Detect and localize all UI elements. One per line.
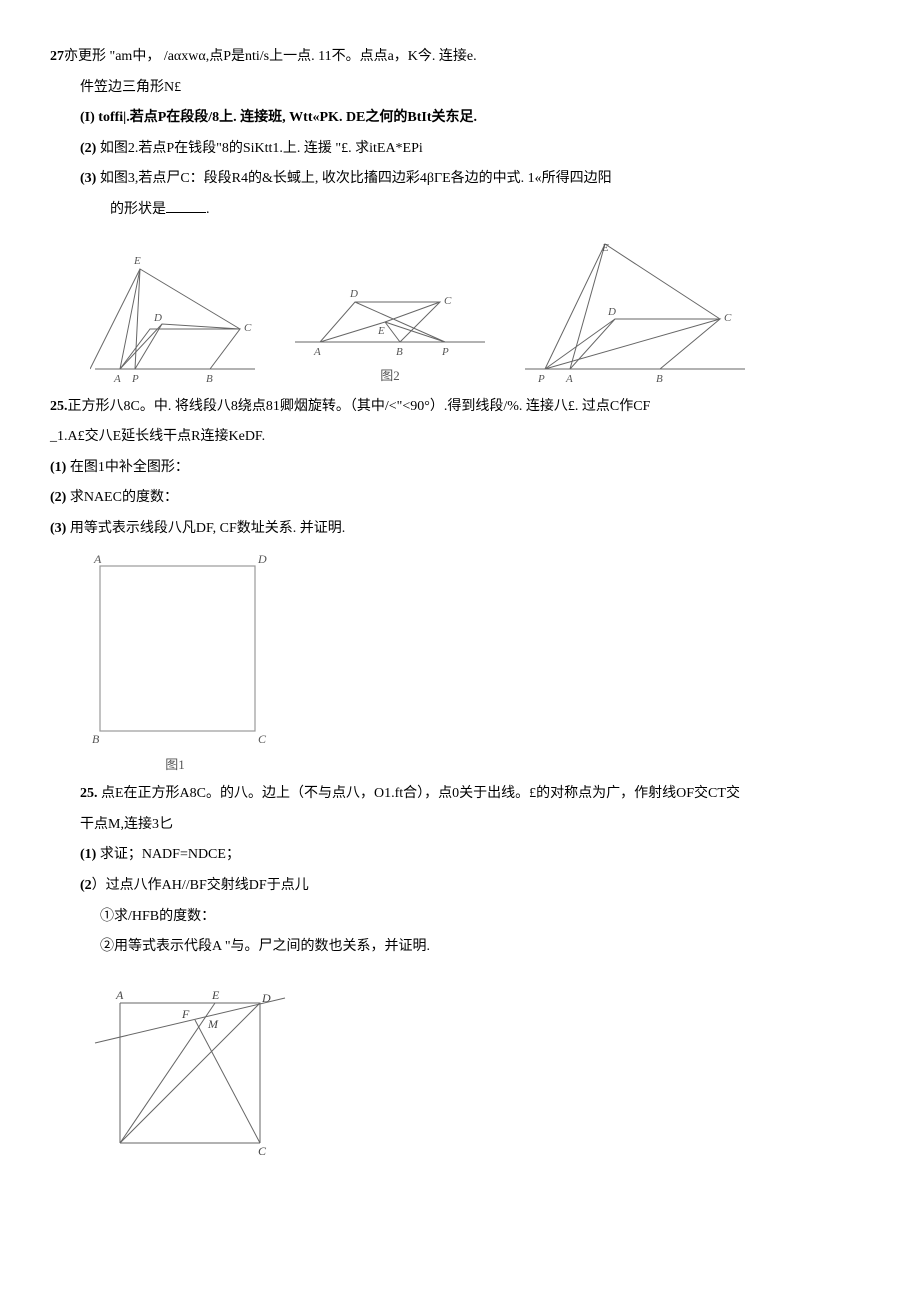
- q25b-num: 25.: [80, 786, 98, 801]
- q25a-figure: A D B C 图1: [80, 551, 870, 778]
- svg-text:P: P: [537, 373, 545, 385]
- q25a-num: 25.: [50, 399, 68, 414]
- svg-text:A: A: [565, 373, 573, 385]
- q25b-s1: ①求/HFB的度数：: [50, 904, 870, 931]
- svg-text:D: D: [153, 312, 162, 324]
- q25a-p3: (3) 用等式表示线段八凡DF, CF数址关系. 并证明.: [50, 516, 870, 543]
- svg-text:C: C: [724, 312, 732, 324]
- q25a-intro: 25.正方形八8C。中. 将线段八8绕点81卿烟旋转。（其中/<"<90°）.得…: [50, 394, 870, 421]
- svg-text:C: C: [444, 295, 452, 307]
- label-M2: M: [207, 1017, 219, 1031]
- label-D2: D: [261, 991, 271, 1005]
- q25a-p2: (2) 求NAEC的度数：: [50, 485, 870, 512]
- fig2-caption: 图2: [290, 364, 490, 389]
- q27-fig1: E D C A P B: [90, 249, 260, 389]
- label-E2: E: [211, 988, 220, 1002]
- label-A: A: [93, 552, 102, 566]
- q27-p3b: 的形状是.: [50, 197, 870, 224]
- svg-text:A: A: [313, 346, 321, 358]
- svg-text:E: E: [133, 255, 141, 267]
- q25b-figure: A E D F M C: [90, 988, 870, 1158]
- svg-text:D: D: [607, 306, 616, 318]
- q25b-intro2: 干点M,连接3匕: [50, 812, 870, 839]
- svg-text:E: E: [377, 325, 385, 337]
- q25a-intro2: _1.A£交八E延长线干点R连接KeDF.: [50, 424, 870, 451]
- blank-fill[interactable]: [166, 198, 206, 213]
- label-C: C: [258, 732, 267, 746]
- q27-sub0: 件笠边三角形N£: [50, 75, 870, 102]
- label-B: B: [92, 732, 100, 746]
- svg-text:C: C: [244, 322, 252, 334]
- svg-text:P: P: [441, 346, 449, 358]
- label-C2: C: [258, 1144, 267, 1158]
- q25b-intro: 25. 点E在正方形A8C。的八。边上（不与点八，O1.ft合），点0关于出线。…: [50, 781, 870, 808]
- q27-intro: 27亦更形 "am中， /aαxwα,点P是nti/s上一点. 11不。点点a，…: [50, 44, 870, 71]
- q27-figures: E D C A P B D C E A: [90, 239, 870, 389]
- svg-text:P: P: [131, 373, 139, 385]
- label-A2: A: [115, 988, 124, 1002]
- svg-text:B: B: [206, 373, 213, 385]
- svg-text:B: B: [396, 346, 403, 358]
- q25b-s2: ②用等式表示代段A "与。尸之间的数也关系，并证明.: [50, 934, 870, 961]
- q27-p2: (2) 如图2.若点P在钱段"8的SiKtt1.上. 连援 "£. 求itEA*…: [50, 136, 870, 163]
- label-D: D: [257, 552, 267, 566]
- q25a-p1: (1) 在图1中补全图形：: [50, 455, 870, 482]
- q27-fig2: D C E A B P 图2: [290, 252, 490, 389]
- q27-p1: (I) toffi|.若点P在段段/8上. 连接班, Wtt«PK. DE之何的…: [50, 105, 870, 132]
- svg-text:E: E: [601, 242, 609, 254]
- label-F2: F: [181, 1007, 190, 1021]
- q25b-p1: (1) 求证；NADF=NDCE；: [50, 842, 870, 869]
- fig1-caption: 图1: [80, 753, 270, 778]
- svg-text:B: B: [656, 373, 663, 385]
- q27-num: 27: [50, 49, 64, 64]
- svg-text:D: D: [349, 288, 358, 300]
- svg-text:A: A: [113, 373, 121, 385]
- q25b-p2: (2）过点八作AH//BF交射线DF于点儿: [50, 873, 870, 900]
- q27-fig3: E D C P A B: [520, 239, 750, 389]
- q27-p3: (3) 如图3,若点尸C：段段R4的&长蜮上, 收次比搐四边彩4βΓE各边的中式…: [50, 166, 870, 193]
